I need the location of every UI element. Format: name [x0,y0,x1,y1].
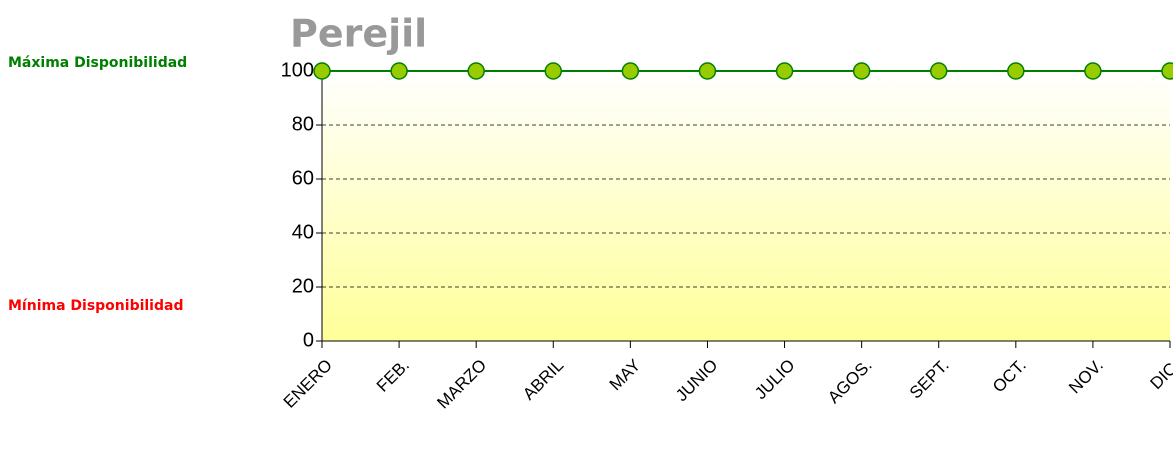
y-tick-label: 100 [281,59,314,81]
marker [852,62,871,80]
y-tick-label: 0 [303,329,314,351]
marker [698,62,717,80]
marker [775,62,794,80]
marker [621,62,640,80]
marker [544,62,563,80]
x-tick-label: FEB. [373,356,413,396]
x-tick-label: OCT. [989,356,1030,397]
marker [467,62,485,80]
plot-area [322,71,1170,341]
x-tick-label: DIC. [1147,356,1173,393]
min-annotation: Mínima Disponibilidad [8,298,183,314]
x-tick-label: NOV. [1065,356,1107,398]
marker [1007,62,1025,80]
marker [313,62,331,80]
x-tick-label: ABRIL [519,356,567,404]
y-tick-label: 80 [292,113,314,135]
marker [1084,62,1102,80]
x-tick-label: JULIO [751,356,799,404]
marker [390,62,408,80]
x-tick-label: ENERO [280,356,336,412]
x-tick-label: MAY [606,356,645,395]
x-tick-label: SEPT. [906,356,953,403]
y-tick-label: 40 [292,221,314,243]
marker [929,62,948,80]
x-tick-label: JUNIO [672,356,721,405]
y-tick-label: 20 [292,275,314,297]
max-annotation: Máxima Disponibilidad [8,55,187,71]
x-tick-label: MARZO [433,356,490,413]
y-tick-label: 60 [292,167,314,189]
marker [1161,62,1173,80]
chart-title: Perejil [290,12,427,56]
x-tick-label: AGOS. [824,356,876,408]
